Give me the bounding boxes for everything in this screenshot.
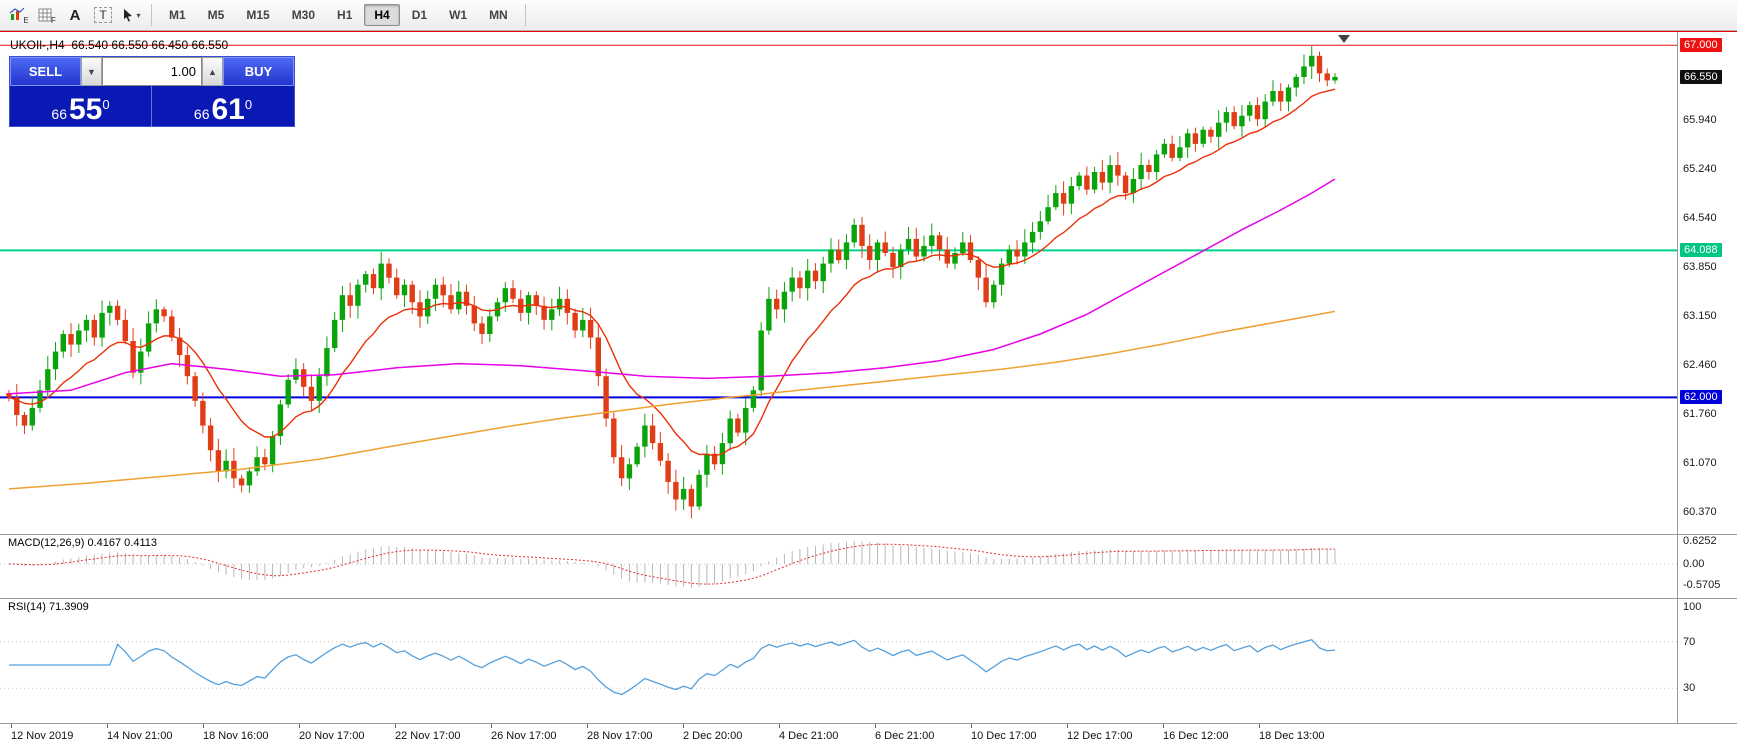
timeframe-button-m5[interactable]: M5: [207, 8, 225, 22]
timeframe-button-m1[interactable]: M1: [169, 8, 186, 22]
time-label: 14 Nov 21:00: [107, 730, 173, 742]
trade-controls-row: SELL ▼ ▲ BUY: [10, 57, 294, 86]
chart-symbol-timeframe: UKOIl-,H4: [10, 38, 65, 52]
time-tick: [11, 724, 12, 728]
sell-button[interactable]: SELL: [10, 57, 81, 86]
timeframe-button-m15[interactable]: M15: [246, 8, 270, 22]
time-label: 18 Dec 13:00: [1259, 730, 1325, 742]
rsi-label: RSI(14) 71.3909: [8, 601, 89, 613]
timeframe-button-w1[interactable]: W1: [449, 8, 468, 22]
icon-sub-label: E: [23, 16, 29, 25]
text-box-icon[interactable]: T: [90, 3, 116, 27]
bid-pipette: 0: [102, 97, 110, 112]
bid-pips: 55: [68, 93, 103, 126]
timeframe-button-m30[interactable]: M30: [291, 8, 316, 22]
cursor-tool-icon[interactable]: ▾: [118, 3, 144, 27]
time-tick: [971, 724, 972, 728]
macd-indicator-chart[interactable]: [0, 534, 1737, 598]
time-label: 12 Nov 2019: [11, 730, 74, 742]
icon-sub-label: F: [51, 16, 56, 25]
time-label: 6 Dec 21:00: [875, 730, 935, 742]
time-tick: [299, 724, 300, 728]
text-t-glyph: T: [94, 7, 112, 23]
time-tick: [683, 724, 684, 728]
time-label: 16 Dec 12:00: [1163, 730, 1229, 742]
volume-input[interactable]: [102, 57, 202, 86]
time-tick: [1067, 724, 1068, 728]
time-tick: [1163, 724, 1164, 728]
trade-prices-row: 66 55 0 66 61 0: [10, 86, 294, 128]
bid-integer: 66: [51, 106, 67, 122]
toolbar-separator: [151, 4, 152, 26]
time-tick: [875, 724, 876, 728]
time-label: 4 Dec 21:00: [779, 730, 839, 742]
time-tick: [107, 724, 108, 728]
time-axis[interactable]: 12 Nov 2019 14 Nov 21:00 18 Nov 16:00 20 No…: [0, 723, 1737, 744]
chart-window[interactable]: 12 Nov 2019 14 Nov 21:00 18 Nov 16:00 20 No…: [0, 31, 1737, 744]
ask-pips: 61: [211, 93, 245, 126]
text-annotation-icon[interactable]: A: [62, 3, 88, 27]
ask-integer: 66: [193, 106, 210, 122]
volume-increase-button[interactable]: ▲: [202, 57, 223, 86]
indicators-chart-icon[interactable]: E: [6, 3, 32, 27]
time-label: 28 Nov 17:00: [587, 730, 653, 742]
time-tick: [1259, 724, 1260, 728]
time-tick: [395, 724, 396, 728]
time-label: 18 Nov 16:00: [203, 730, 269, 742]
chart-ohlc-values: 66.540 66.550 66.450 66.550: [71, 38, 229, 52]
time-label: 12 Dec 17:00: [1067, 730, 1133, 742]
text-a-glyph: A: [69, 6, 81, 24]
timeframe-button-h4[interactable]: H4: [364, 4, 400, 26]
macd-label: MACD(12,26,9) 0.4167 0.4113: [8, 537, 157, 549]
time-tick: [779, 724, 780, 728]
chevron-down-icon: ▾: [136, 10, 141, 20]
toolbar: E F A T ▾ M1 M5 M15 M30 H1 H4 D1 W1 MN: [0, 0, 1737, 31]
timeframe-button-h1[interactable]: H1: [337, 8, 353, 22]
chart-title: UKOIl-,H4 66.540 66.550 66.450 66.550: [10, 38, 228, 52]
timeframe-button-mn[interactable]: MN: [489, 8, 508, 22]
grid-icon[interactable]: F: [34, 3, 60, 27]
grid-glyph: [38, 8, 52, 21]
time-tick: [587, 724, 588, 728]
cursor-arrow-glyph: [124, 8, 133, 22]
ask-price-display[interactable]: 66 61 0: [152, 86, 294, 128]
timeframe-buttons: M1 M5 M15 M30 H1 H4 D1 W1 MN: [158, 4, 519, 26]
mini-chart-glyph: [9, 7, 25, 20]
volume-dropdown-button[interactable]: ▼: [81, 57, 102, 86]
time-label: 26 Nov 17:00: [491, 730, 557, 742]
time-label: 10 Dec 17:00: [971, 730, 1037, 742]
bid-price-display[interactable]: 66 55 0: [10, 86, 152, 128]
time-label: 2 Dec 20:00: [683, 730, 743, 742]
time-tick: [491, 724, 492, 728]
time-label: 22 Nov 17:00: [395, 730, 461, 742]
buy-button[interactable]: BUY: [223, 57, 294, 86]
price-chart[interactable]: [0, 32, 1737, 534]
timeframe-button-d1[interactable]: D1: [411, 8, 428, 22]
ask-pipette: 0: [244, 97, 253, 112]
rsi-indicator-chart[interactable]: [0, 598, 1737, 723]
time-label: 20 Nov 17:00: [299, 730, 365, 742]
toolbar-separator: [524, 4, 526, 26]
time-tick: [203, 724, 204, 728]
